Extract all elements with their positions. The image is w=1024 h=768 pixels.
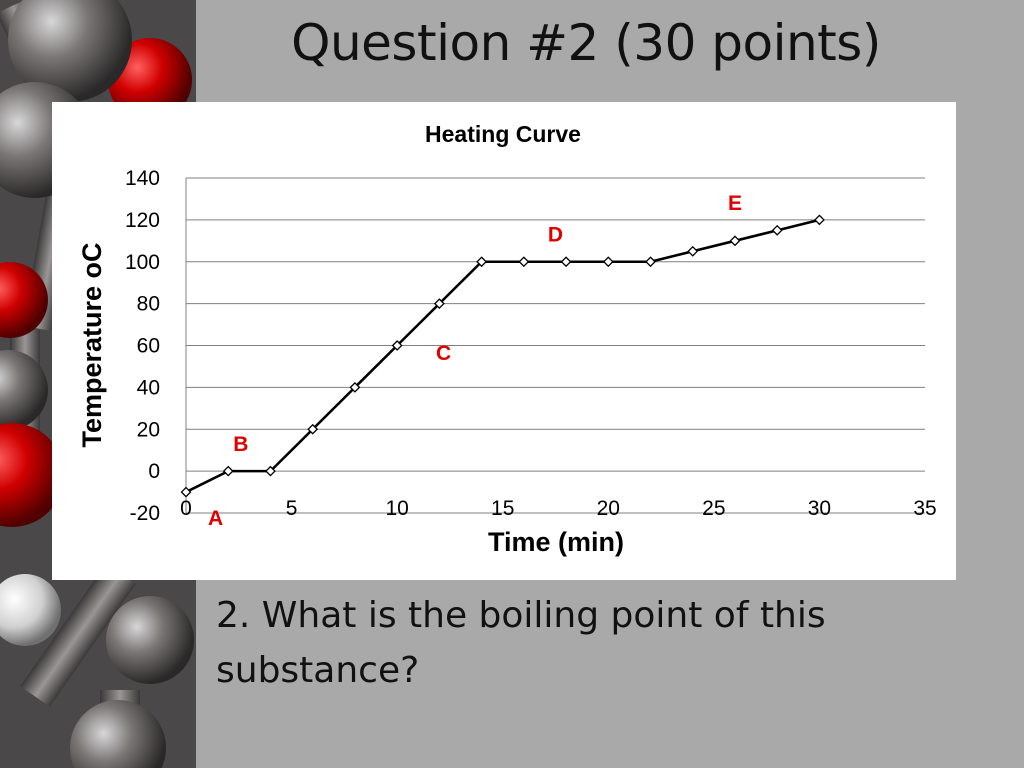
data-point-marker	[729, 235, 741, 247]
data-point-marker	[771, 224, 783, 236]
segment-label: B	[233, 433, 248, 456]
x-axis-label: Time (min)	[488, 527, 624, 557]
segment-label: E	[728, 192, 742, 215]
data-point-marker	[645, 256, 656, 268]
series-layer	[180, 214, 825, 498]
segment-label: C	[436, 342, 451, 365]
x-tick-label: 5	[286, 497, 298, 520]
segment-label: D	[548, 224, 563, 247]
question-text: 2. What is the boiling point of this sub…	[216, 595, 826, 691]
segment-label: A	[208, 507, 223, 530]
data-point-marker	[222, 465, 234, 477]
data-point-marker	[391, 340, 403, 351]
y-axis-label: Temperature oC	[77, 242, 107, 447]
y-tick-label: 100	[125, 251, 160, 274]
x-tick-label: 15	[491, 497, 514, 520]
heating-curve-chart: Heating Curve -20 0 20 40 60 80 100 120 140 0 5 10…	[77, 121, 937, 557]
data-point-marker	[180, 486, 192, 498]
x-tick-label: 20	[597, 497, 620, 520]
x-tick-label: 0	[180, 497, 192, 520]
slide-title: Question #2 (30 points)	[291, 14, 881, 72]
y-tick-label: 120	[125, 209, 160, 232]
y-tick-label: 20	[137, 418, 160, 441]
data-point-marker	[687, 245, 699, 257]
series-line	[185, 218, 820, 494]
x-tick-label: 10	[385, 497, 408, 520]
data-point-marker	[560, 256, 572, 268]
molecule-model-image	[0, 0, 194, 768]
data-point-marker	[265, 465, 276, 477]
data-point-marker	[476, 256, 488, 268]
y-tick-label: 0	[148, 460, 160, 483]
data-point-marker	[307, 423, 319, 435]
data-point-marker	[433, 298, 445, 310]
y-tick-label: 80	[137, 293, 160, 316]
x-tick-label: 30	[808, 497, 831, 520]
y-tick-label: 140	[125, 167, 160, 190]
y-tick-label: -20	[130, 502, 160, 525]
x-axis-ticks: 0 5 10 15 20 25 30 35	[180, 497, 937, 520]
data-point-marker	[349, 381, 361, 393]
y-tick-label: 60	[137, 335, 160, 358]
y-tick-label: 40	[137, 376, 160, 399]
chart-panel: Heating Curve -20 0 20 40 60 80 100 120 140 0 5 10…	[52, 102, 956, 580]
data-point-marker	[518, 256, 530, 268]
segment-labels: A B C D E	[208, 192, 742, 530]
data-point-marker	[814, 214, 825, 226]
x-tick-label: 25	[702, 497, 725, 520]
chart-title: Heating Curve	[425, 121, 581, 147]
x-tick-label: 35	[913, 497, 936, 520]
y-axis-ticks: -20 0 20 40 60 80 100 120 140	[125, 167, 160, 525]
data-point-marker	[602, 256, 614, 268]
